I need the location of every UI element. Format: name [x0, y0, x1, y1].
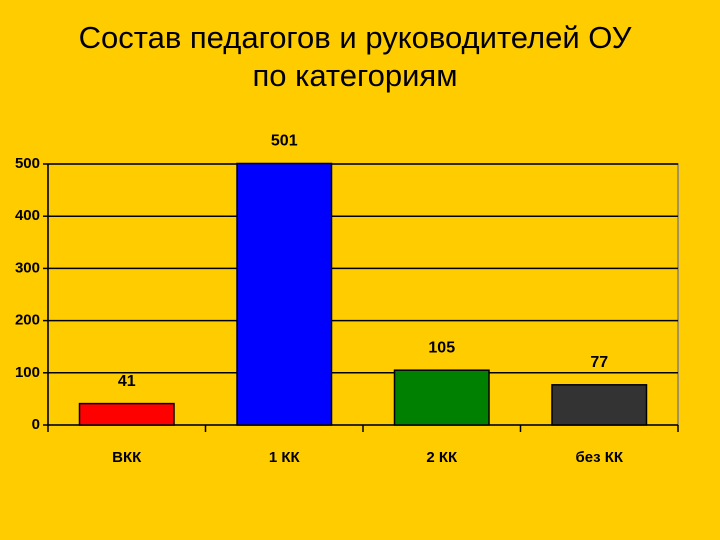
x-tick-label: 2 КК — [426, 449, 458, 466]
value-label: 501 — [271, 133, 298, 150]
y-tick-label: 0 — [32, 416, 40, 433]
x-tick-label: 1 КК — [269, 449, 301, 466]
x-tick-label: ВКК — [112, 449, 142, 466]
y-tick-label: 400 — [15, 207, 40, 224]
y-tick-label: 500 — [15, 155, 40, 172]
chart-title: Состав педагогов и руководителей ОУ — [79, 20, 632, 55]
y-tick-label: 100 — [15, 364, 40, 381]
value-label: 105 — [428, 339, 455, 356]
bar — [551, 384, 648, 426]
chart-title: по категориям — [252, 58, 457, 93]
value-label: 77 — [590, 354, 608, 371]
y-tick-label: 300 — [15, 259, 40, 276]
bar — [78, 402, 175, 426]
bar — [236, 162, 333, 426]
x-tick-label: без КК — [575, 449, 623, 466]
y-tick-label: 200 — [15, 312, 40, 329]
value-label: 41 — [118, 373, 136, 390]
bar — [393, 369, 490, 426]
